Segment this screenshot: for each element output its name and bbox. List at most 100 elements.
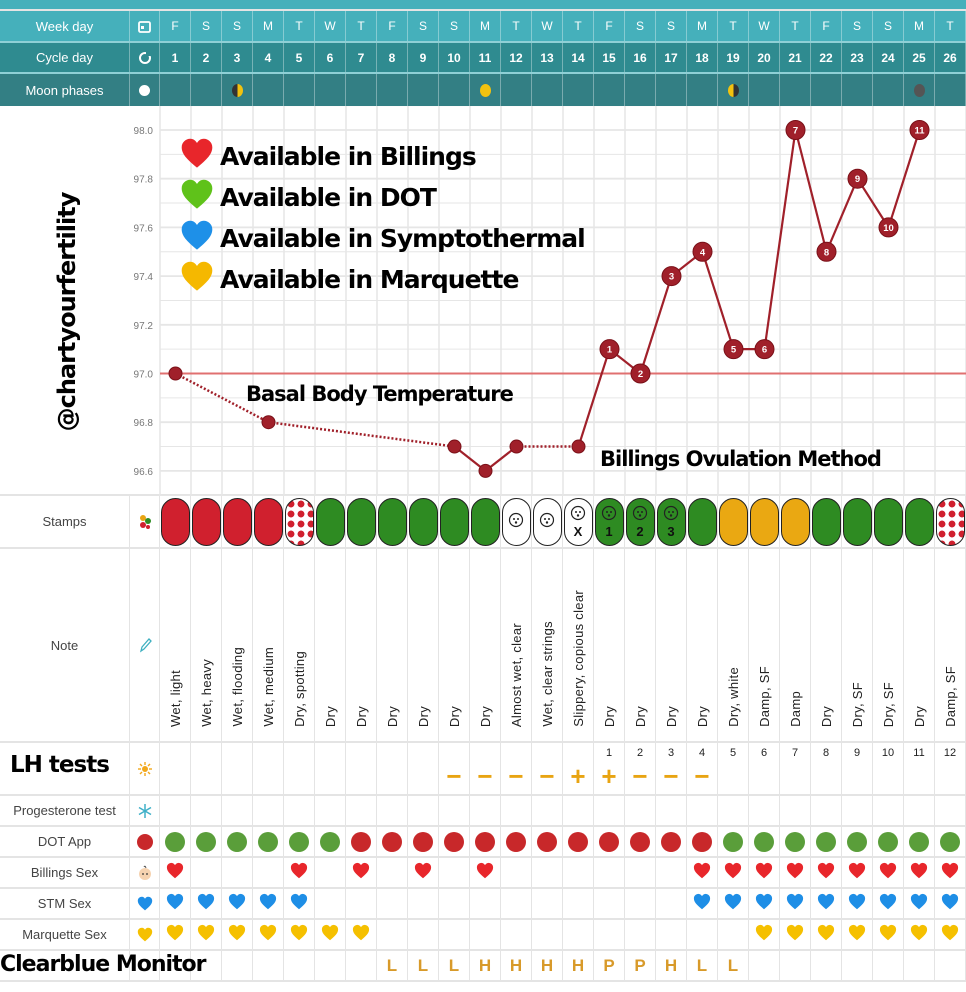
note-text[interactable]: Damp [787,691,803,727]
stamp-cell [346,496,377,547]
lh-negative-mark: − [477,761,493,791]
stamp-green[interactable] [811,497,841,546]
stamp-red[interactable] [160,497,190,546]
note-text[interactable]: Dry [632,705,648,727]
note-text[interactable]: Dry [663,705,679,727]
moon-cell [470,74,501,106]
note-text[interactable]: Dry, SF [880,681,896,727]
dot-app-cell [408,827,439,856]
note-text[interactable]: Damp, SF [756,666,772,727]
cycle-day-cell: 8 [377,43,408,72]
stm-sex-row: STM Sex [0,889,966,920]
lh-day-number: 6 [760,747,768,759]
stamp-green-baby-3[interactable]: 3 [656,497,686,546]
lh-negative-mark: − [632,761,648,791]
bbt-point-label: 11 [914,126,925,137]
stamp-green-baby-1[interactable]: 1 [594,497,624,546]
marquette-sex-heart-icon [197,924,215,945]
note-text[interactable]: Wet, flooding [229,647,245,727]
note-text[interactable]: Almost wet, clear [508,622,524,727]
stamp-yellow[interactable] [780,497,810,546]
note-text[interactable]: Damp, SF [942,666,958,727]
lh-test-cell [191,743,222,794]
legend-heart-icon [180,219,214,259]
stamp-yellow[interactable] [718,497,748,546]
note-text[interactable]: Wet, medium [260,647,276,727]
marquette-sex-cell [470,920,501,949]
lh-label-cell [0,743,130,794]
dot-app-cell [501,827,532,856]
billings-sex-heart-icon [166,862,184,883]
lh-test-cell [253,743,284,794]
billings-sex-cell [470,858,501,887]
moon-cell [563,74,594,106]
note-text[interactable]: Dry [415,705,431,727]
bbt-segment [794,129,828,253]
note-text[interactable]: Dry [322,705,338,727]
pencil-icon[interactable] [130,549,160,741]
week-day-cell: S [625,11,656,41]
stamp-green[interactable] [439,497,469,546]
stamp-red[interactable] [191,497,221,546]
y-tick-label: 98.0 [134,126,154,137]
stamp-green[interactable] [408,497,438,546]
stm-sex-cell [749,889,780,918]
note-text[interactable]: Dry [477,705,493,727]
stamp-white-baby[interactable] [532,497,562,546]
stamp-yellow[interactable] [749,497,779,546]
note-text[interactable]: Dry [384,705,400,727]
note-text[interactable]: Dry [694,705,710,727]
note-text[interactable]: Dry, white [725,667,741,727]
note-text[interactable]: Dry, SF [849,681,865,727]
bbt-chart: 98.0 97.8 97.6 97.4 97.2 97.0 96.8 96.6 1 2 3 4 5 6 7 8… [0,105,966,496]
baby-face-icon [539,512,555,531]
progesterone-label: Progesterone test [0,796,130,825]
week-day-cell: W [315,11,346,41]
billings-sex-cell [935,858,966,887]
progesterone-cell [284,796,315,825]
note-text[interactable]: Dry, spotting [291,651,307,727]
stamp-red-dots[interactable] [284,497,314,546]
stamp-red-dots[interactable] [935,497,965,546]
note-text[interactable]: Dry [446,705,462,727]
stamp-green[interactable] [904,497,934,546]
note-text[interactable]: Slippery, copious clear [570,590,586,727]
stamp-green[interactable] [315,497,345,546]
stamp-green[interactable] [842,497,872,546]
clearblue-cell: L [439,951,470,980]
clearblue-reading: L [448,955,460,975]
note-text[interactable]: Wet, clear strings [539,621,555,727]
note-cell: Damp, SF [935,549,966,741]
stamp-green[interactable] [346,497,376,546]
stamp-green[interactable] [873,497,903,546]
moon-cell [408,74,439,106]
progesterone-cell [687,796,718,825]
note-text[interactable]: Dry [353,705,369,727]
stamp-white-baby[interactable] [501,497,531,546]
lh-test-cell [160,743,191,794]
note-text[interactable]: Wet, light [167,670,183,727]
stamp-green-baby-2[interactable]: 2 [625,497,655,546]
cycle-day-cell: 3 [222,43,253,72]
dot-app-cell [935,827,966,856]
stamp-white-baby-x[interactable]: X [563,497,593,546]
stamp-cell [811,496,842,547]
stm-sex-cell [811,889,842,918]
green-dot-icon [847,831,867,852]
note-text[interactable]: Dry [601,705,617,727]
note-text[interactable]: Dry [818,705,834,727]
red-dot-icon [475,831,495,852]
dot-app-cell [718,827,749,856]
moon-cell [532,74,563,106]
snowflake-icon [130,796,160,825]
stamp-green[interactable] [687,497,717,546]
stamp-red[interactable] [222,497,252,546]
stamp-red[interactable] [253,497,283,546]
note-text[interactable]: Dry [911,705,927,727]
note-text[interactable]: Wet, heavy [198,659,214,727]
clearblue-label-cell [0,951,130,980]
stamp-green[interactable] [377,497,407,546]
legend-heart-icon [180,178,214,218]
stamp-green[interactable] [470,497,500,546]
stm-sex-cell [656,889,687,918]
